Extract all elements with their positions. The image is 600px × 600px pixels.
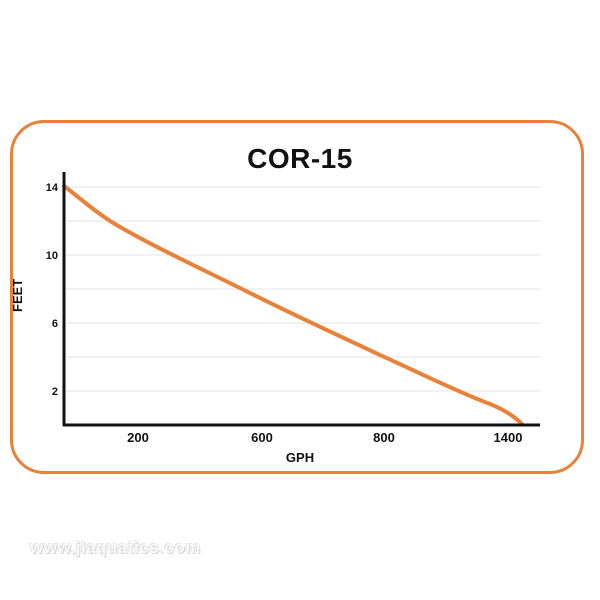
pump-curve-line (62, 184, 524, 426)
y-tick-2: 2 (52, 386, 58, 398)
x-tick-200: 200 (127, 430, 149, 445)
y-axis-label: FEET (10, 278, 25, 312)
y-tick-6: 6 (52, 318, 58, 330)
chart-title: COR-15 (247, 143, 353, 174)
x-tick-600: 600 (251, 430, 273, 445)
x-axis-label: GPH (285, 450, 315, 465)
watermark: www.jlaquatics.com (30, 538, 201, 557)
x-tick-800: 800 (373, 430, 395, 445)
y-tick-14: 14 (46, 182, 59, 194)
x-tick-1400: 1400 (494, 430, 523, 445)
y-tick-10: 10 (46, 250, 58, 262)
gridlines (66, 186, 540, 392)
chart-frame (10, 120, 584, 474)
